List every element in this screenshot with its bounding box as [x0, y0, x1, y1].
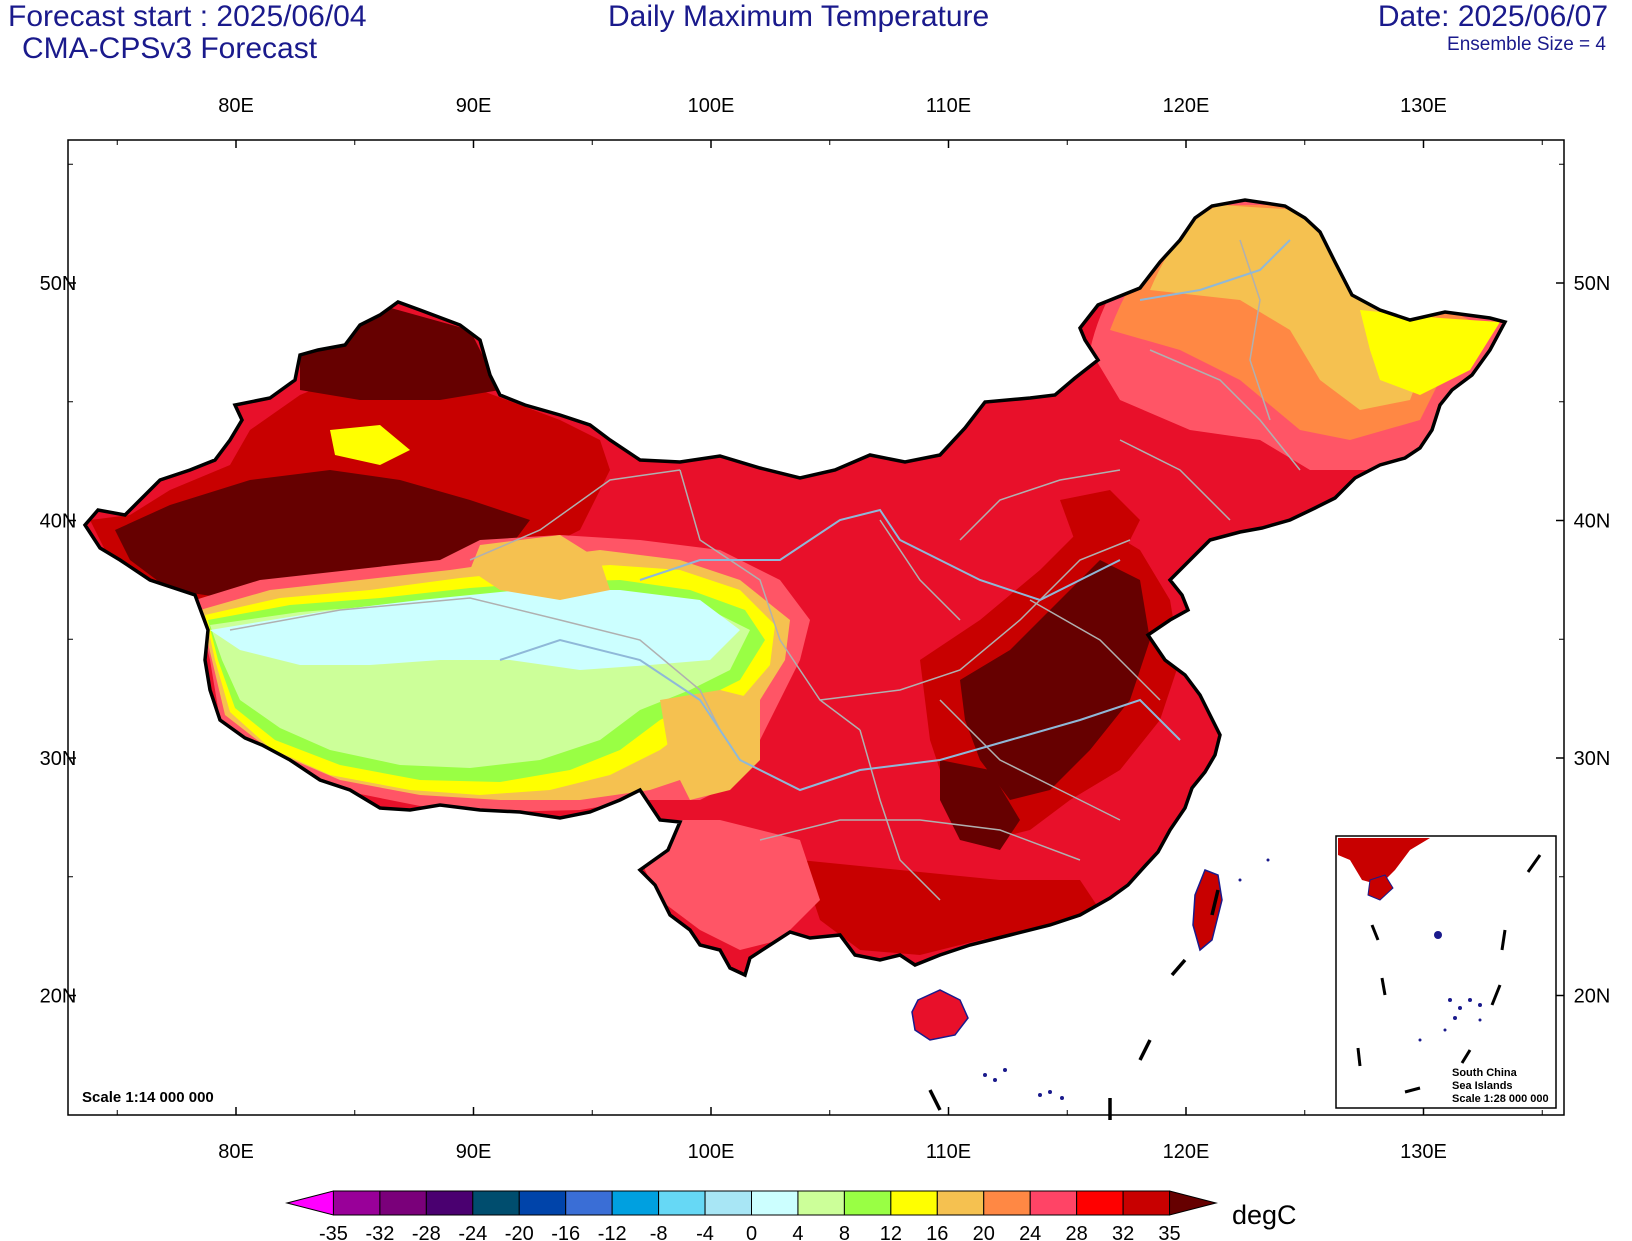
lon-label-bottom: 120E	[1163, 1141, 1210, 1163]
colorbar-tick-label: -24	[458, 1223, 487, 1241]
inset-title-line2: Sea Islands	[1452, 1080, 1513, 1092]
colorbar-unit-label: degC	[1232, 1200, 1297, 1230]
colorbar-swatch	[936, 1190, 985, 1216]
valid-date-text: Date: 2025/06/07	[1377, 0, 1608, 33]
colorbar-swatch	[983, 1190, 1031, 1216]
map-scale-label: Scale 1:14 000 000	[82, 1089, 214, 1106]
ensemble-size-text: Ensemble Size = 4	[1447, 34, 1606, 55]
lon-label-bottom: 130E	[1400, 1141, 1447, 1163]
lon-label-bottom: 90E	[456, 1141, 492, 1163]
hainan-island	[911, 989, 969, 1041]
colorbar: -35 -32 -28 -24 -20 -16 -12 -8 -4 0 4 8 12 16 20 24 28 32…	[285, 1190, 1218, 1241]
colorbar-swatch	[565, 1190, 613, 1216]
lat-label-right: 30N	[1574, 748, 1611, 770]
colorbar-tick-label: 32	[1112, 1223, 1134, 1241]
province-boundaries	[229, 239, 1301, 901]
lat-label-right: 20N	[1574, 986, 1611, 1008]
colorbar-swatch	[285, 1190, 334, 1216]
lat-label-left: 40N	[40, 511, 77, 533]
dash-line	[928, 889, 1220, 1120]
inset-title-line1: South China	[1452, 1067, 1518, 1079]
lon-label-top: 100E	[688, 95, 735, 117]
lon-label-top: 110E	[926, 95, 971, 117]
colorbar-tick-label: -28	[412, 1223, 441, 1241]
colorbar-tick-label: -20	[505, 1223, 534, 1241]
lat-label-right: 40N	[1574, 511, 1611, 533]
lon-label-top: 80E	[218, 95, 254, 117]
colorbar-tick-label: 12	[880, 1223, 902, 1241]
colorbar-swatch	[472, 1190, 520, 1216]
colorbar-swatch	[751, 1190, 799, 1216]
colorbar-tick-label: 24	[1019, 1223, 1041, 1241]
lon-label-bottom: 80E	[218, 1141, 254, 1163]
colorbar-tick-label: -4	[696, 1223, 714, 1241]
lon-label-top: 90E	[456, 95, 492, 117]
small-islands	[983, 858, 1270, 1100]
lon-label-top: 130E	[1400, 95, 1447, 117]
colorbar-tick-label: -16	[551, 1223, 580, 1241]
south-china-sea-inset: South China Sea Islands Scale 1:28 000 0…	[1335, 835, 1557, 1109]
colorbar-tick-label: 4	[792, 1223, 803, 1241]
colorbar-tick-label: 16	[926, 1223, 948, 1241]
colorbar-tick-label: 35	[1158, 1223, 1180, 1241]
colorbar-swatch	[1076, 1190, 1124, 1216]
colorbar-tick-label: 0	[746, 1223, 757, 1241]
colorbar-tick-label: -8	[650, 1223, 668, 1241]
colorbar-tick-label: 8	[839, 1223, 850, 1241]
inset-scale-label: Scale 1:28 000 000	[1452, 1093, 1549, 1105]
lon-label-bottom: 100E	[688, 1141, 735, 1163]
colorbar-swatch	[704, 1190, 752, 1216]
colorbar-swatch	[1029, 1190, 1078, 1216]
lat-label-right: 50N	[1574, 273, 1611, 295]
colorbar-swatch	[425, 1190, 474, 1216]
colorbar-swatch	[332, 1190, 381, 1216]
lat-label-left: 30N	[40, 748, 77, 770]
rivers	[499, 239, 1291, 792]
colorbar-swatch	[1169, 1190, 1218, 1216]
colorbar-swatch	[379, 1190, 427, 1216]
colorbar-tick-label: -35	[319, 1223, 348, 1241]
colorbar-tick-label: 20	[973, 1223, 995, 1241]
colorbar-swatch	[1122, 1190, 1171, 1216]
colorbar-tick-label: -32	[365, 1223, 394, 1241]
map-title: Daily Maximum Temperature	[608, 0, 990, 33]
lat-label-left: 50N	[40, 273, 77, 295]
colorbar-swatch	[843, 1190, 892, 1216]
lon-label-top: 120E	[1163, 95, 1210, 117]
colorbar-swatch	[797, 1190, 845, 1216]
colorbar-tick-label: -12	[598, 1223, 627, 1241]
colorbar-swatch	[611, 1190, 660, 1216]
lat-label-left: 20N	[40, 986, 77, 1008]
colorbar-swatch	[658, 1190, 706, 1216]
colorbar-swatch	[890, 1190, 938, 1216]
lon-label-bottom: 110E	[926, 1141, 971, 1163]
taiwan-island	[1192, 869, 1223, 952]
model-name-text: CMA-CPSv3 Forecast	[22, 32, 318, 65]
forecast-start-text: Forecast start : 2025/06/04	[8, 0, 367, 33]
colorbar-swatch	[518, 1190, 567, 1216]
colorbar-tick-label: 28	[1066, 1223, 1088, 1241]
